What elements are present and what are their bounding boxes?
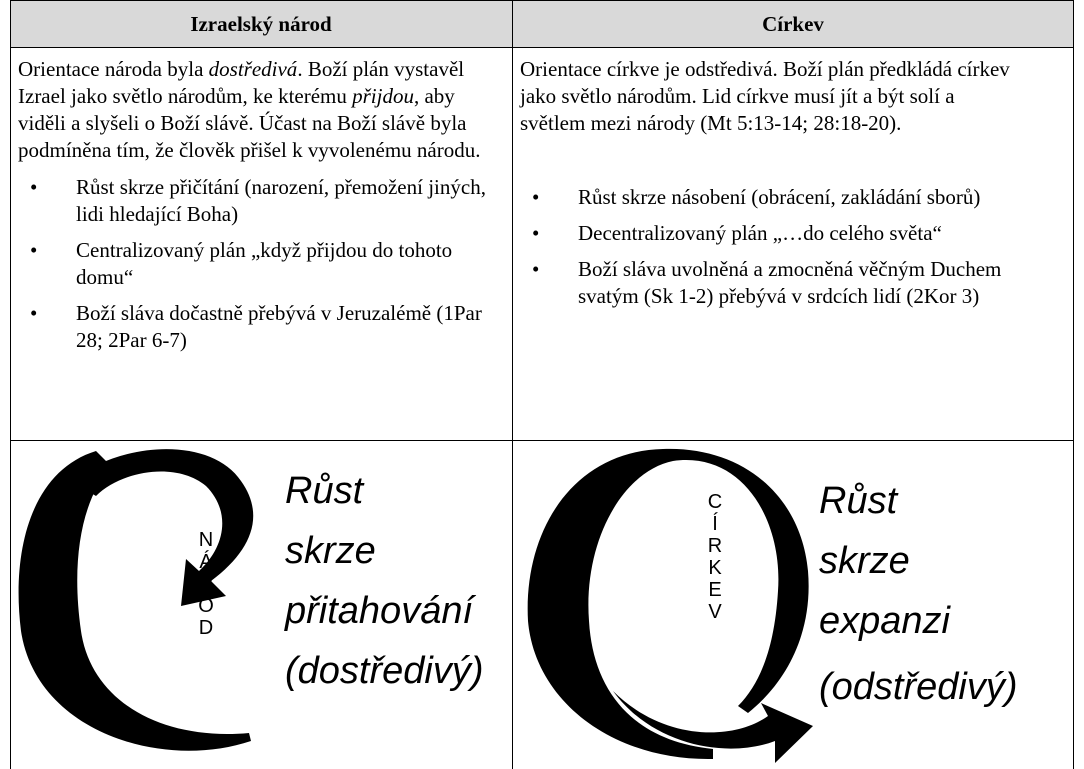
header-cell: Izraelský národ [10,0,512,48]
bullet: Decentralizovaný plán „…do celého světa“ [520,220,1020,247]
caption-line: skrze [819,540,910,582]
spiral-graphic [18,449,254,751]
spiral-arrow [71,449,254,606]
caption-line: Růst [819,480,898,522]
paragraph: Orientace národa byla dostředivá. Boží p… [18,56,504,164]
text: . Boží plán vystavěl Izrael jako světlo … [18,57,465,108]
border [1073,0,1074,769]
vertical-label: CÍRKEV [704,491,726,623]
border [10,0,11,769]
caption-line: (odstředivý) [819,666,1018,708]
image-cell: CÍRKEV Růst skrze expanzi (odstředivý) [513,441,1073,769]
caption-line: Růst [285,470,364,512]
spiral-arrow [613,691,813,763]
caption: Růst skrze přitahování (dostředivý) [285,461,484,701]
emphasis: dostředivá [208,57,298,81]
spiral-graphic [527,448,813,763]
bullet: Růst skrze přičítání (narození, přemožen… [18,174,504,228]
bullet: Boží sláva dočastně přebývá v Jeruzalémě… [18,300,504,354]
bullet-list: Růst skrze násobení (obrácení, zakládání… [520,184,1020,310]
border [512,0,513,769]
text-cell: Orientace národa byla dostředivá. Boží p… [18,56,504,363]
vertical-label: NÁROD [195,529,217,639]
paragraph: Orientace církve je odstředivá. Boží plá… [520,56,1020,174]
text: , aby viděli a slyšeli o Boží slávě. Úča… [18,84,481,162]
text-cell: Orientace církve je odstředivá. Boží plá… [520,56,1020,319]
text: Orientace národa byla [18,57,209,81]
comparison-table: Izraelský národ Církev Orientace národa … [10,0,1074,769]
caption-line: (dostředivý) [285,650,484,692]
emphasis: přijdou [352,84,414,108]
text: Orientace církve je odstředivá. Boží plá… [520,57,1010,135]
bullet: Boží sláva uvolněná a zmocněná věčným Du… [520,256,1020,310]
bullet-list: Růst skrze přičítání (narození, přemožen… [18,174,504,354]
header-cell: Církev [512,0,1074,48]
bullet: Centralizovaný plán „když přijdou do toh… [18,237,504,291]
caption-line: expanzi [819,600,950,642]
spiral-crescent [18,451,251,751]
border [10,440,1074,441]
caption: Růst skrze expanzi (odstředivý) [819,471,1018,717]
spiral-ring [527,448,809,760]
caption-line: skrze [285,530,376,572]
image-cell: NÁROD Růst skrze přitahování (dostředivý… [11,441,512,769]
caption-line: přitahování [285,590,474,632]
bullet: Růst skrze násobení (obrácení, zakládání… [520,184,1020,211]
